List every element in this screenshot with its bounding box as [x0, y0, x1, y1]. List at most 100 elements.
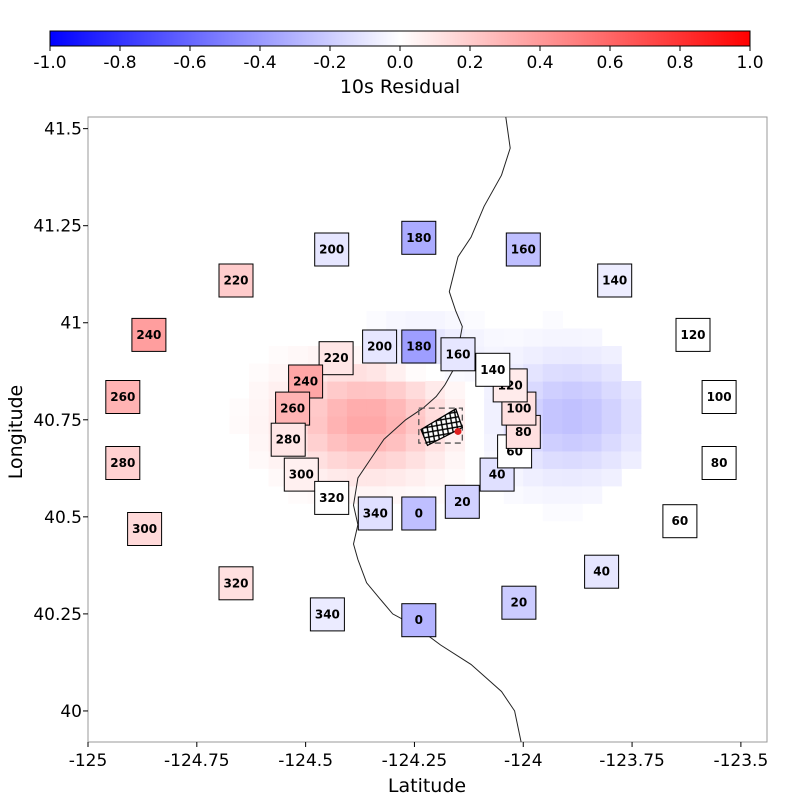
heatmap-cell — [327, 433, 348, 452]
heatmap-cell — [523, 346, 544, 365]
station-marker — [314, 232, 350, 267]
heatmap-cell — [542, 363, 564, 382]
station-label: 160 — [445, 347, 470, 361]
heatmap-cell — [542, 346, 564, 365]
heatmap-cell — [405, 363, 426, 382]
colorbar-tick-label: -0.8 — [103, 53, 136, 73]
station-marker — [314, 480, 350, 515]
station-label: 160 — [511, 243, 536, 257]
heatmap-cell — [249, 433, 270, 452]
heatmap-cell — [523, 363, 544, 382]
heatmap-cell — [386, 398, 407, 417]
heatmap-cell — [366, 450, 387, 469]
station-marker — [701, 446, 737, 480]
station-label: 220 — [223, 274, 248, 288]
heatmap-cell — [405, 433, 426, 452]
heatmap-cell — [601, 450, 622, 469]
station-label: 20 — [511, 596, 528, 610]
y-axis-label: Longitude — [5, 385, 27, 480]
heatmap-cell — [307, 398, 328, 417]
heatmap-cell — [542, 398, 564, 417]
heatmap-cell — [601, 380, 622, 400]
heatmap-cell — [268, 346, 289, 365]
heatmap-cell — [386, 450, 407, 469]
y-tick-label: 40.25 — [33, 605, 82, 625]
heatmap-cell — [601, 415, 622, 434]
station-label: 280 — [110, 456, 135, 470]
heatmap-cell — [366, 433, 387, 452]
x-tick-label: -124.5 — [278, 751, 333, 771]
heatmap-cell — [386, 311, 407, 330]
colorbar-tick-label: 0.2 — [456, 53, 483, 73]
y-tick-label: 41.5 — [44, 120, 82, 140]
heatmap-cell — [229, 398, 250, 417]
heatmap-cell — [621, 398, 642, 417]
heatmap-cell — [327, 398, 348, 417]
station-label: 180 — [406, 340, 431, 354]
heatmap-cell — [444, 380, 466, 400]
station-marker — [505, 232, 541, 267]
station-label: 0 — [415, 507, 423, 521]
station-marker — [127, 512, 163, 546]
heatmap-cell — [562, 485, 583, 504]
colorbar-ticks: -1.0 -0.8 -0.6 -0.4 -0.2 0.0 0.2 0.4 0.6 0.8 1.0 — [33, 46, 764, 73]
heatmap-cell — [562, 415, 583, 434]
heatmap-cell — [484, 398, 505, 417]
station-label: 20 — [454, 495, 471, 509]
heatmap-cell — [542, 468, 564, 487]
heatmap-cell — [484, 415, 505, 434]
heatmap-cell — [386, 415, 407, 434]
station-marker — [105, 446, 141, 480]
station-label: 300 — [132, 522, 157, 536]
station-marker — [218, 566, 254, 601]
x-tick-label: -124 — [504, 751, 543, 771]
fault-rupture — [418, 407, 464, 447]
heatmap-cell — [346, 415, 368, 434]
heatmap-cell — [582, 380, 603, 400]
heatmap-cell — [562, 503, 583, 522]
heatmap-cell — [621, 450, 642, 469]
station-label: 260 — [110, 390, 135, 404]
fault-bounding-box — [418, 407, 463, 444]
heatmap-cell — [542, 380, 564, 400]
heatmap-cell — [405, 311, 426, 330]
station-label: 280 — [276, 433, 301, 447]
heatmap-cell — [562, 380, 583, 400]
heatmap-cell — [542, 415, 564, 434]
y-tick-label: 40 — [60, 702, 82, 722]
heatmap-cell — [249, 380, 270, 400]
station-label: 200 — [367, 340, 392, 354]
heatmap-cell — [562, 398, 583, 417]
heatmap-cell — [582, 433, 603, 452]
station-marker — [701, 380, 737, 414]
epicenter-marker — [454, 427, 462, 435]
heatmap-cell — [249, 398, 270, 417]
x-tick-label: -123.5 — [713, 751, 768, 771]
heatmap-cell — [562, 433, 583, 452]
station-marker — [584, 554, 620, 589]
colorbar-tick-label: -0.2 — [313, 53, 346, 73]
heatmap-cell — [346, 450, 368, 469]
colorbar-tick-label: 1.0 — [736, 53, 763, 73]
station-marker — [401, 603, 437, 638]
heatmap-cell — [307, 415, 328, 434]
heatmap-cell — [405, 468, 426, 487]
heatmap-cell — [523, 328, 544, 347]
station-marker — [475, 352, 511, 387]
heatmap-cell — [582, 468, 603, 487]
station-label: 100 — [506, 402, 531, 416]
colorbar-tick-label: -1.0 — [33, 53, 66, 73]
heatmap-cell — [386, 380, 407, 400]
station-label: 300 — [289, 468, 314, 482]
x-axis-ticks: -125 -124.75 -124.5 -124.25 -124 -123.75 -123.… — [69, 742, 768, 771]
heatmap-cell — [268, 363, 289, 382]
heatmap-cell — [268, 468, 289, 487]
heatmap-cell — [249, 363, 270, 382]
station-marker — [440, 337, 476, 372]
station-label: 320 — [319, 491, 344, 505]
station-label: 100 — [707, 390, 732, 404]
heatmap-cell — [386, 433, 407, 452]
station-label: 40 — [489, 468, 506, 482]
heatmap-cell — [366, 311, 387, 330]
